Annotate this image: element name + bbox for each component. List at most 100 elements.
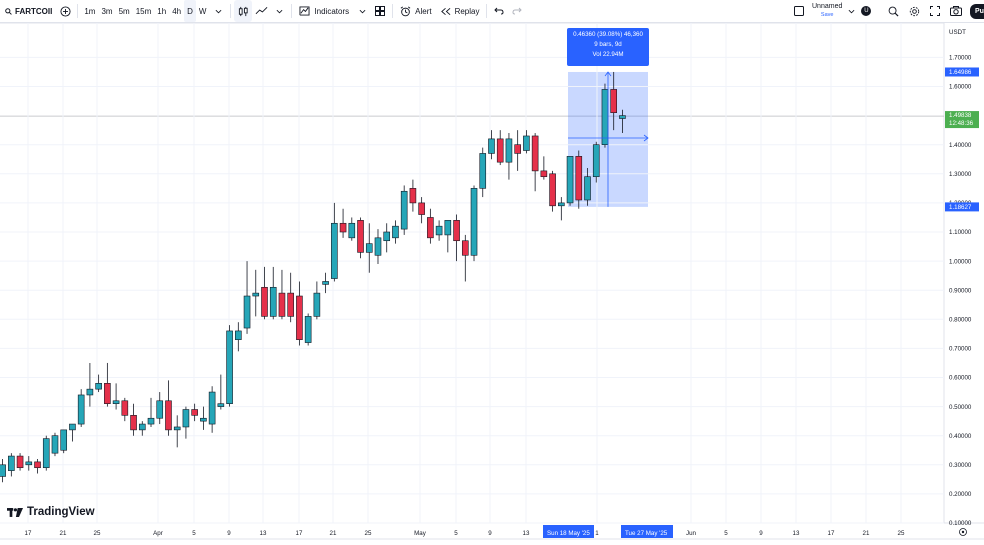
measure-arrow-right [643, 134, 649, 142]
search-icon [5, 7, 12, 15]
price-tick: 0.80000 [949, 317, 972, 324]
chart-style-dropdown[interactable] [270, 0, 288, 22]
measure-change: 0.46360 (39.08%) 46,360 [573, 31, 643, 38]
price-tick: 0.60000 [949, 375, 972, 382]
candle [313, 281, 321, 320]
candle [505, 133, 513, 180]
timeframe-1m[interactable]: 1m [84, 6, 96, 16]
candle [383, 223, 391, 253]
avatar[interactable]: U [861, 6, 872, 16]
candle [540, 156, 548, 180]
candle [191, 403, 198, 422]
publish-button[interactable]: Pu [970, 3, 984, 19]
candle [549, 170, 556, 212]
price-tick: 1.30000 [949, 171, 972, 178]
candle [287, 272, 294, 323]
layout-square-icon[interactable] [794, 6, 804, 16]
candle [121, 397, 129, 422]
candle [165, 380, 172, 436]
indicators-icon [299, 6, 310, 16]
candle [619, 109, 626, 134]
timeframe-1h[interactable]: 1h [157, 6, 167, 16]
price-tick: 0.10000 [949, 520, 972, 527]
candle [584, 167, 591, 206]
candle [427, 208, 434, 244]
timeframe-w[interactable]: W [198, 6, 207, 16]
candle [112, 383, 120, 410]
low-price-tag [945, 202, 979, 212]
candle [296, 281, 303, 346]
timeframe-5m[interactable]: 5m [118, 6, 130, 16]
layout-name[interactable]: Unnamed Save [812, 3, 842, 19]
alert-button[interactable]: Alert [396, 0, 435, 22]
fullscreen-icon[interactable] [930, 6, 940, 16]
time-tick: 25 [365, 530, 372, 537]
redo-button[interactable] [508, 0, 526, 22]
price-tick: 0.30000 [949, 462, 972, 469]
price-tick: 0.50000 [949, 404, 972, 411]
symbol-search[interactable]: FARTCOII [0, 0, 56, 22]
indicators-dropdown[interactable] [353, 0, 371, 22]
tradingview-logo[interactable]: TradingView [7, 506, 95, 518]
range-start-tag [543, 525, 594, 538]
chart-type-button[interactable] [234, 0, 253, 22]
chart-style-button[interactable] [252, 0, 270, 22]
timeframe-dropdown[interactable] [209, 0, 227, 22]
replay-button[interactable]: Replay [436, 0, 484, 22]
undo-button[interactable] [490, 0, 508, 22]
candle [77, 389, 85, 427]
time-tick: 13 [523, 530, 530, 537]
candle [0, 458, 6, 483]
layout-name-label: Unnamed [812, 3, 843, 10]
candle [488, 130, 495, 160]
time-tick: 25 [898, 530, 905, 537]
chevron-down-icon [359, 9, 366, 13]
divider [77, 4, 79, 18]
axis-settings-icon[interactable] [959, 528, 967, 536]
candle [173, 415, 181, 448]
candle [104, 362, 111, 407]
time-tick: 17 [296, 530, 303, 537]
camera-icon[interactable] [950, 6, 962, 16]
candle [243, 261, 251, 334]
time-tick: 5 [724, 530, 728, 537]
range-end-label: Tue 27 May '25 [625, 530, 668, 537]
candle [130, 403, 137, 436]
timeframe-4h[interactable]: 4h [172, 6, 182, 16]
time-tick: Jun [686, 530, 697, 537]
currency-label: USDT [949, 29, 966, 36]
candle [400, 185, 408, 235]
candle [278, 269, 286, 320]
candle [435, 220, 443, 241]
timeframe-3m[interactable]: 3m [101, 6, 113, 16]
countdown-label: 12:48:36 [949, 120, 974, 127]
chevron-down-icon[interactable] [848, 9, 855, 14]
divider [486, 4, 488, 18]
candle [147, 397, 155, 427]
measure-bars: 9 bars, 9d [594, 41, 622, 48]
compare-symbol-button[interactable] [56, 0, 74, 22]
layouts-button[interactable] [371, 0, 389, 22]
time-tick: Apr [153, 530, 163, 537]
alarm-clock-icon [400, 6, 411, 16]
candle [409, 179, 417, 212]
candle [418, 197, 425, 224]
candle [357, 217, 364, 259]
price-tick: 0.40000 [949, 433, 972, 440]
candle [51, 432, 59, 457]
timeframe-d[interactable]: D [184, 0, 196, 22]
time-tick: 25 [94, 530, 101, 537]
timeframe-15m[interactable]: 15m [135, 6, 152, 16]
candle [514, 130, 521, 171]
time-tick: 9 [227, 530, 231, 537]
indicators-button[interactable]: Indicators [295, 0, 353, 22]
quick-search-icon[interactable] [888, 6, 899, 17]
candle [156, 392, 164, 425]
candle [348, 217, 356, 241]
candle [461, 234, 469, 282]
gear-icon[interactable] [909, 6, 920, 17]
divider [291, 4, 293, 18]
top-toolbar: FARTCOII 1m 3m 5m 15m 1h 4h D W Indicato… [0, 0, 984, 23]
candle [365, 223, 373, 273]
